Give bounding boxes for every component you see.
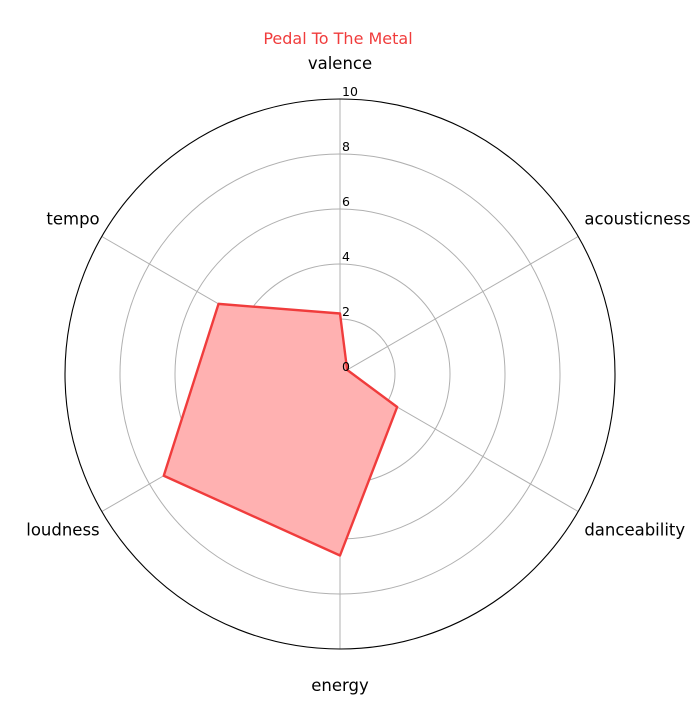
r-tick-label-2: 2 <box>342 304 350 319</box>
outer-frame <box>64 98 616 650</box>
frame-layer <box>64 98 616 650</box>
chart-title: Pedal To The Metal <box>263 29 412 48</box>
axis-label-tempo: tempo <box>46 210 99 229</box>
label-layer: 0 2 4 6 8 10 valence acousticness danceability en… <box>26 54 690 695</box>
axis-label-valence: valence <box>308 54 372 73</box>
r-tick-label-6: 6 <box>342 194 350 209</box>
r-tick-label-10: 10 <box>342 84 358 99</box>
r-tick-label-4: 4 <box>342 249 350 264</box>
spoke-acousticness <box>339 236 579 375</box>
axis-label-energy: energy <box>311 676 369 695</box>
axis-label-danceability: danceability <box>584 521 685 540</box>
series-area-0 <box>163 303 398 556</box>
axis-label-loudness: loudness <box>26 521 99 540</box>
r-tick-label-0: 0 <box>342 359 350 374</box>
axis-label-acousticness: acousticness <box>584 210 690 229</box>
series-line-0 <box>162 302 399 557</box>
r-tick-label-8: 8 <box>342 139 350 154</box>
series-layer <box>162 302 399 557</box>
